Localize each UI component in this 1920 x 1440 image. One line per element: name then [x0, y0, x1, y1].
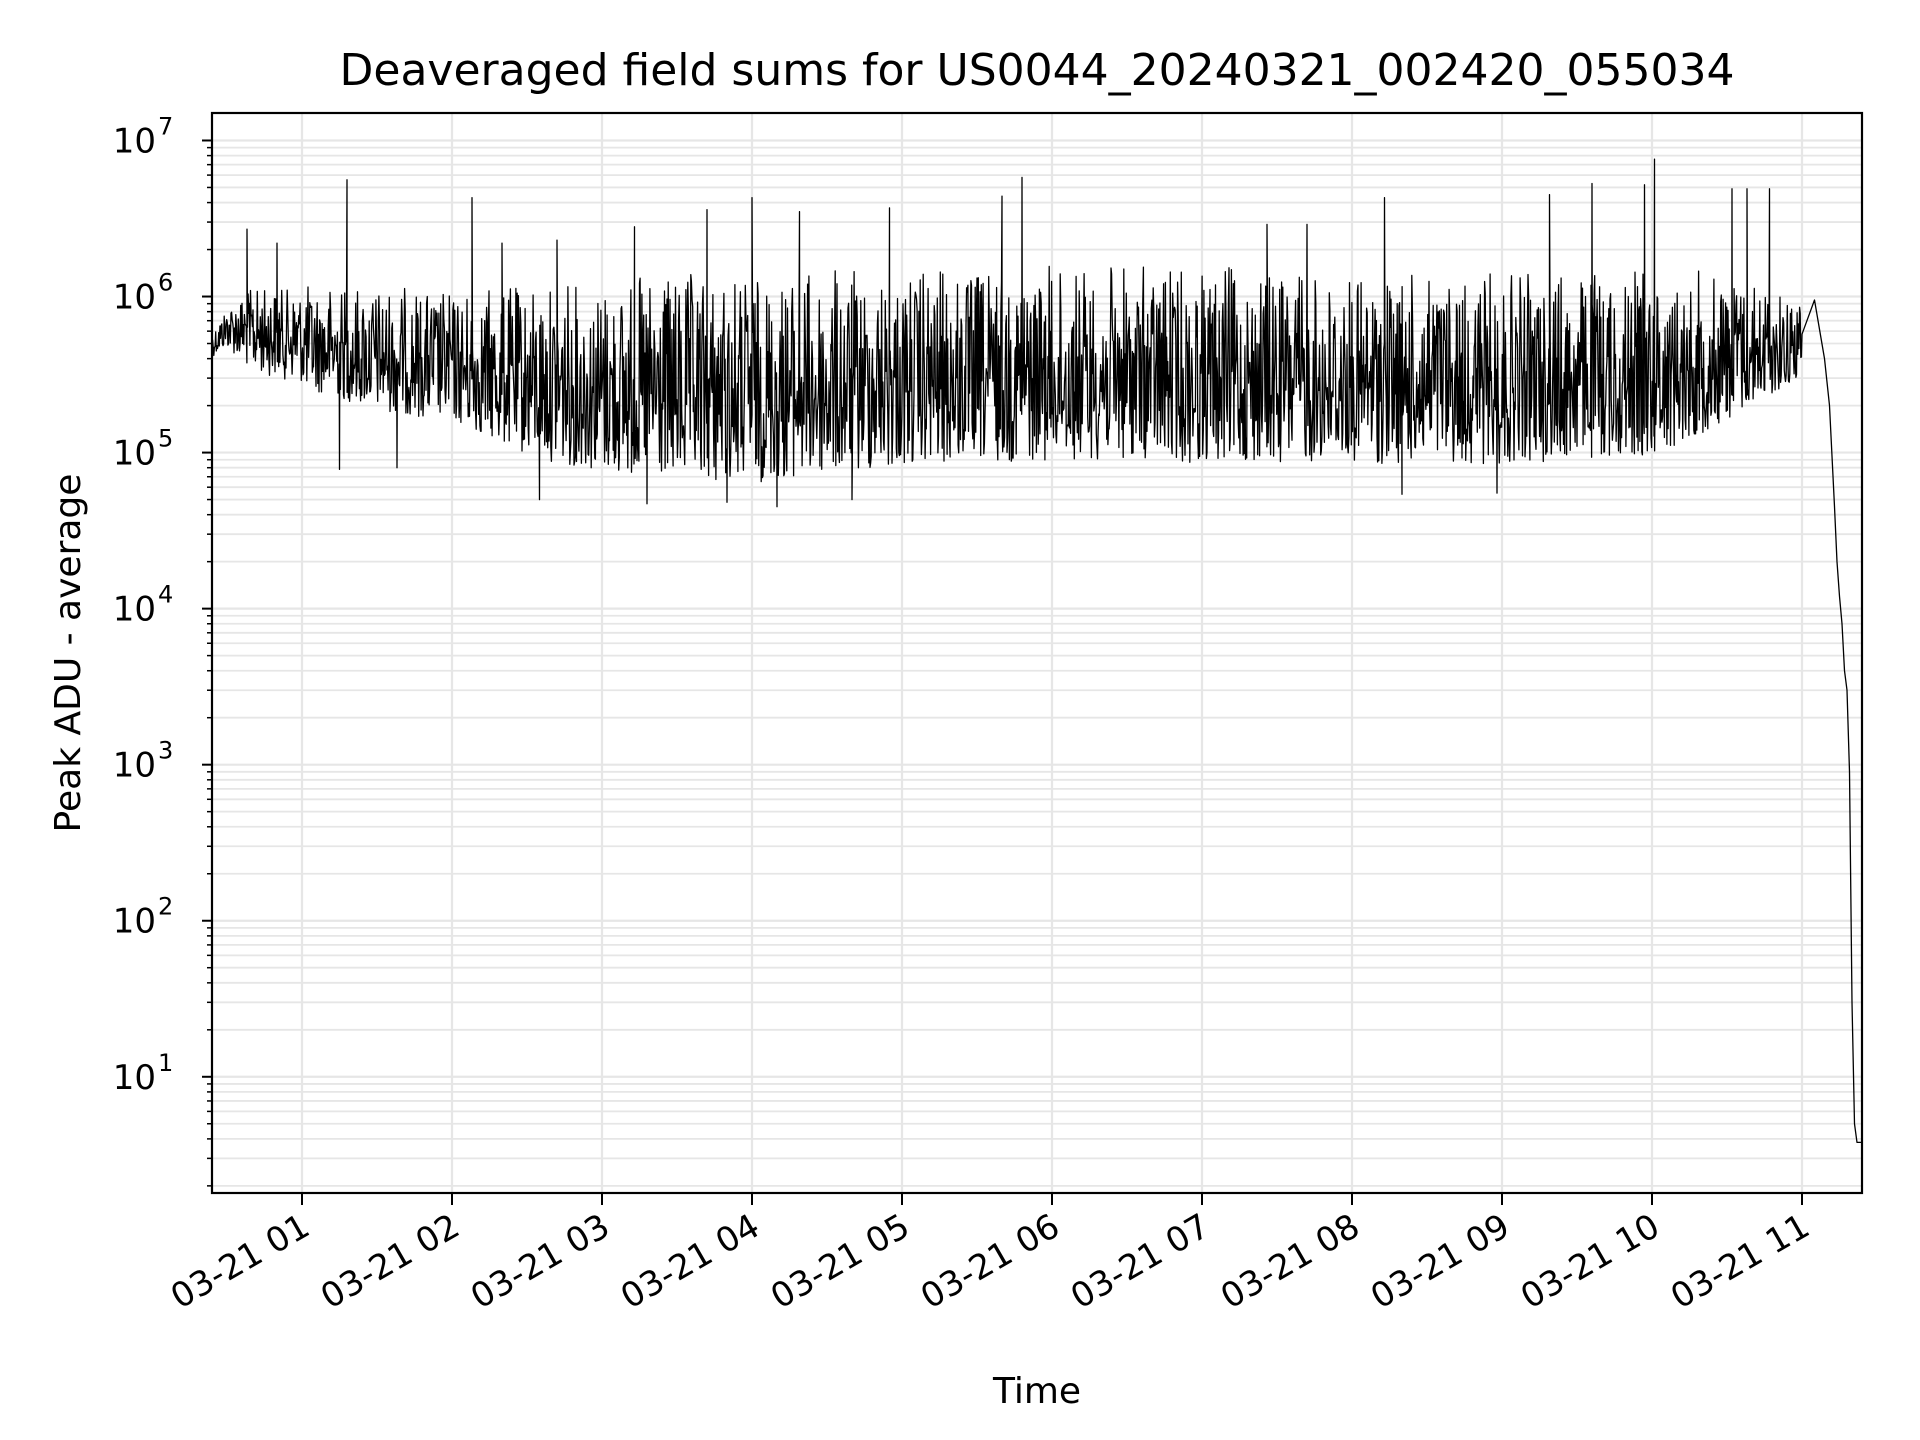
grid-layer: [212, 113, 1862, 1193]
x-axis-label: Time: [992, 1371, 1081, 1412]
y-tick-exponent: 4: [158, 581, 173, 609]
data-layer: [211, 158, 1862, 1144]
y-tick-exponent: 5: [158, 425, 173, 453]
y-tick-label: 10: [113, 590, 156, 630]
y-tick-exponent: 3: [158, 737, 173, 765]
y-tick-label: 10: [113, 434, 156, 474]
y-tick-label: 10: [113, 902, 156, 942]
y-axis-label: Peak ADU - average: [48, 474, 89, 833]
y-tick-exponent: 1: [158, 1049, 173, 1077]
chart-title: Deaveraged field sums for US0044_2024032…: [340, 45, 1735, 96]
y-tick-exponent: 7: [158, 112, 173, 140]
y-tick-label: 10: [113, 121, 156, 161]
y-tick-label: 10: [113, 278, 156, 318]
y-tick-label: 10: [113, 746, 156, 786]
series-line: [211, 158, 1862, 1144]
y-tick-label: 10: [113, 1058, 156, 1098]
plot-frame: [210, 111, 1864, 1195]
y-tick-exponent: 2: [158, 893, 173, 921]
y-tick-exponent: 6: [158, 269, 173, 297]
